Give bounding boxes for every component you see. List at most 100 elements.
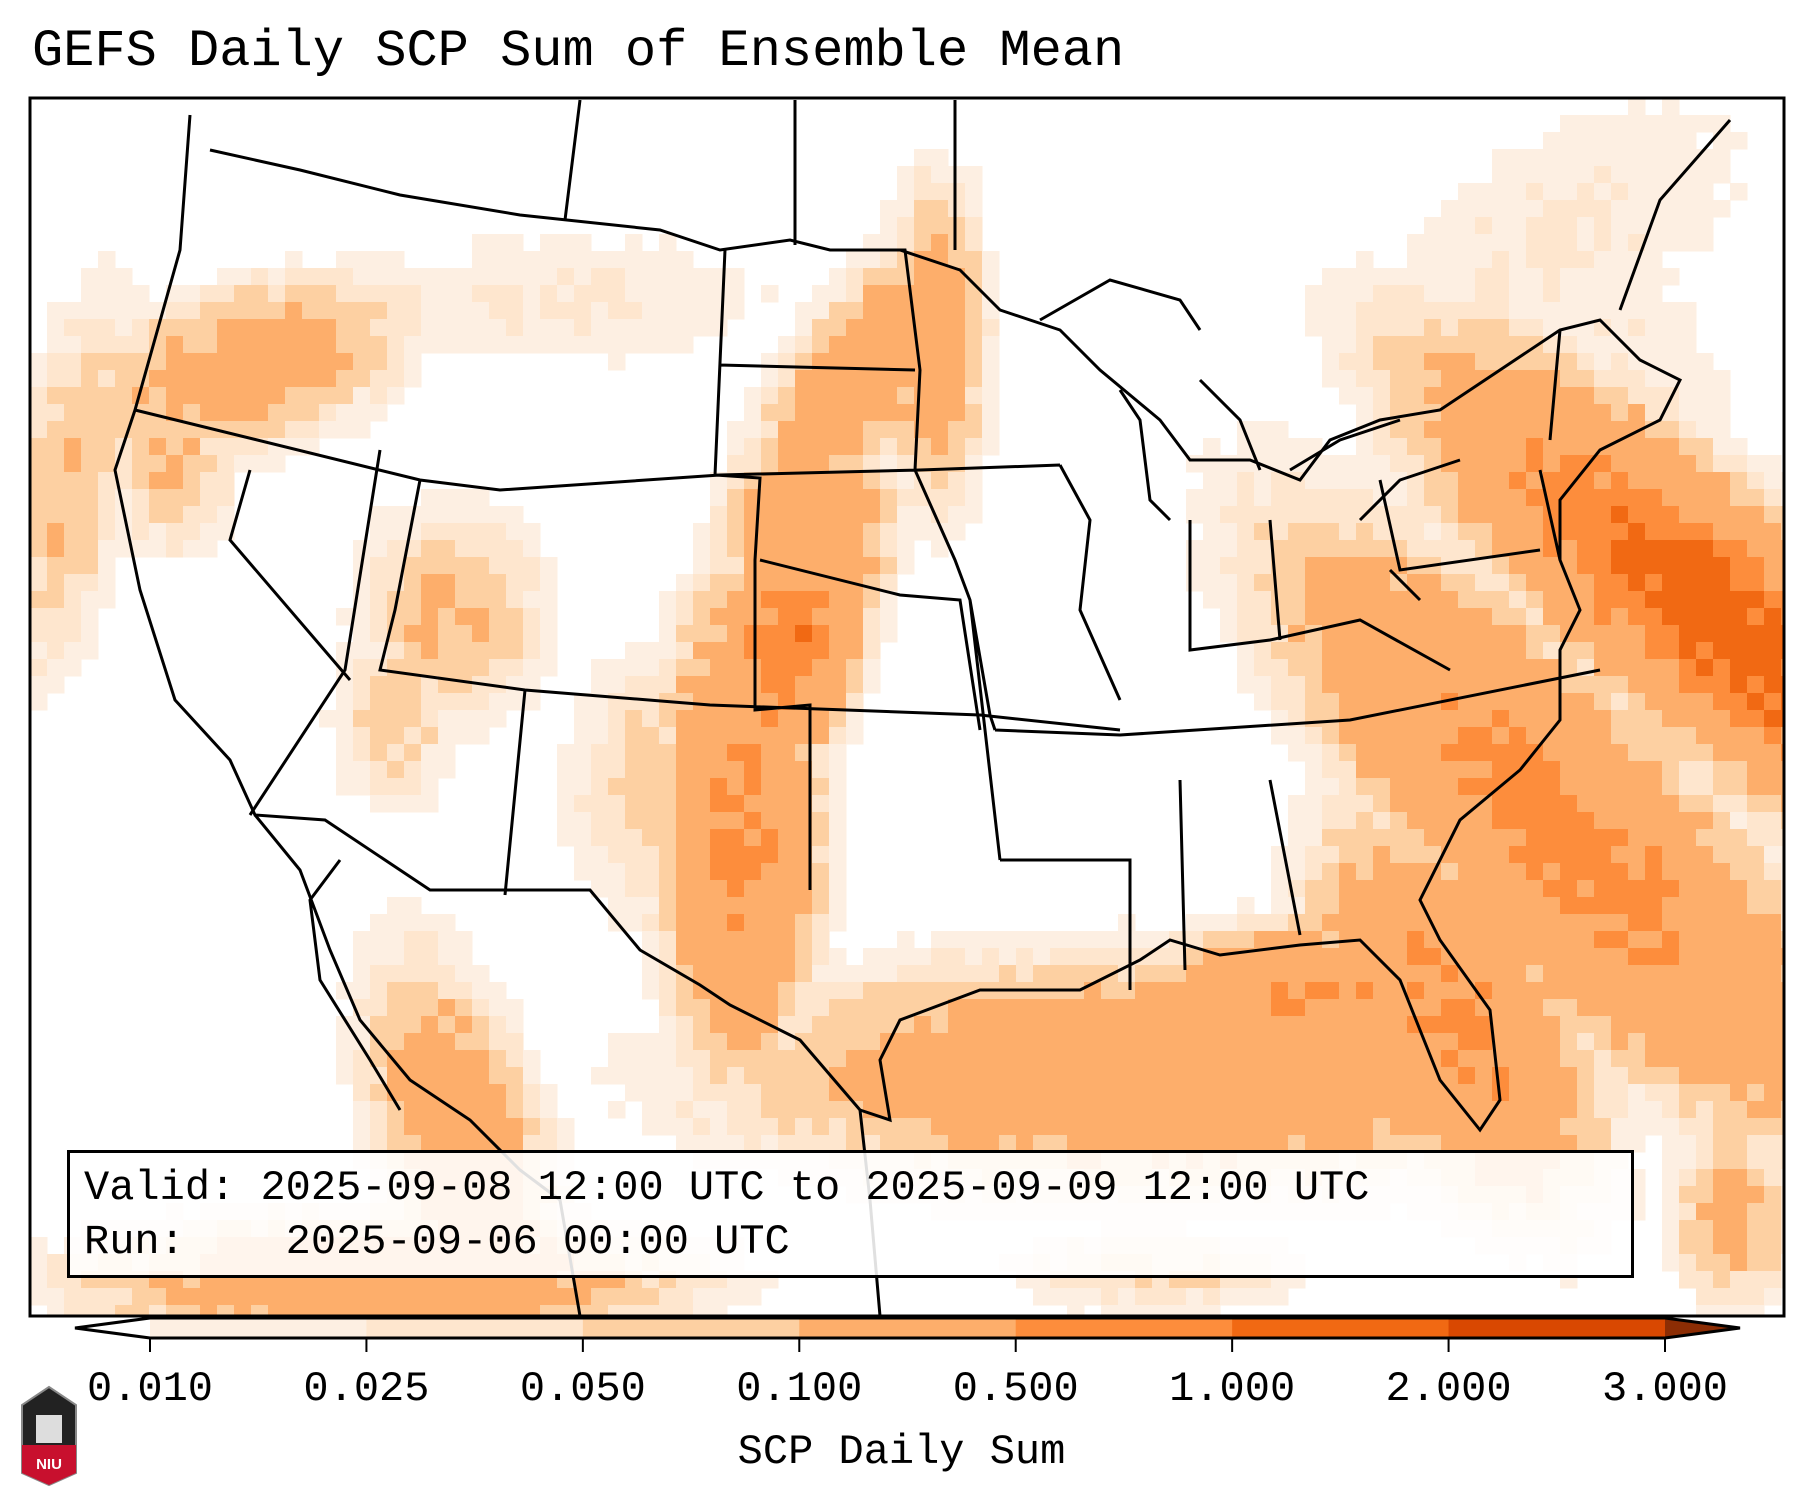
field-cell	[795, 795, 813, 813]
field-cell	[1050, 948, 1068, 966]
field-cell	[1305, 761, 1323, 779]
field-cell	[710, 999, 728, 1017]
field-cell	[98, 540, 116, 558]
field-cell	[1016, 1101, 1034, 1119]
field-cell	[319, 710, 337, 728]
field-cell	[404, 557, 422, 575]
field-cell	[608, 863, 626, 881]
field-cell	[557, 1305, 575, 1316]
field-cell	[1611, 523, 1629, 541]
field-cell	[1084, 1135, 1102, 1153]
field-cell	[1645, 999, 1663, 1017]
field-cell	[506, 625, 524, 643]
field-cell	[1662, 795, 1680, 813]
field-cell	[1135, 931, 1153, 949]
run-line: Run: 2025-09-06 00:00 UTC	[84, 1215, 1617, 1269]
field-cell	[438, 608, 456, 626]
field-cell	[1611, 710, 1629, 728]
field-cell	[761, 948, 779, 966]
field-cell	[455, 948, 473, 966]
field-cell	[1730, 778, 1748, 796]
field-cell	[625, 778, 643, 796]
field-cell	[472, 1118, 490, 1136]
field-cell	[285, 353, 303, 371]
field-cell	[1577, 1016, 1595, 1034]
field-cell	[1475, 183, 1493, 201]
field-cell	[1611, 115, 1629, 133]
field-cell	[608, 676, 626, 694]
field-cell	[1611, 965, 1629, 983]
field-cell	[1696, 1220, 1714, 1238]
field-cell	[1322, 591, 1340, 609]
field-cell	[795, 1135, 813, 1153]
field-cell	[676, 829, 694, 847]
field-cell	[1407, 1135, 1425, 1153]
field-cell	[1407, 829, 1425, 847]
field-cell	[1390, 506, 1408, 524]
field-cell	[64, 642, 82, 660]
field-cell	[1271, 1135, 1289, 1153]
field-cell	[1271, 438, 1289, 456]
field-cell	[1033, 1118, 1051, 1136]
field-cell	[761, 676, 779, 694]
field-cell	[727, 557, 745, 575]
field-cell	[166, 472, 184, 490]
field-cell	[1288, 540, 1306, 558]
field-cell	[1424, 421, 1442, 439]
field-cell	[1203, 982, 1221, 1000]
field-cell	[693, 982, 711, 1000]
field-cell	[676, 642, 694, 660]
field-cell	[778, 523, 796, 541]
field-cell	[676, 1135, 694, 1153]
field-cell	[1696, 1084, 1714, 1102]
field-cell	[1407, 1101, 1425, 1119]
field-cell	[1679, 574, 1697, 592]
field-cell	[1441, 1033, 1459, 1051]
field-cell	[625, 1067, 643, 1085]
field-cell	[625, 710, 643, 728]
field-cell	[540, 608, 558, 626]
field-cell	[1764, 931, 1782, 949]
field-cell	[523, 319, 541, 337]
field-cell	[1220, 506, 1238, 524]
field-cell	[931, 166, 949, 184]
field-cell	[1288, 846, 1306, 864]
field-cell	[1662, 472, 1680, 490]
field-cell	[795, 931, 813, 949]
field-cell	[1475, 557, 1493, 575]
field-cell	[608, 1067, 626, 1085]
field-cell	[30, 523, 48, 541]
field-cell	[1747, 1254, 1765, 1272]
field-cell	[1356, 812, 1374, 830]
field-cell	[999, 1135, 1017, 1153]
field-cell	[404, 914, 422, 932]
field-cell	[761, 982, 779, 1000]
field-cell	[1662, 1050, 1680, 1068]
field-cell	[812, 727, 830, 745]
field-cell	[387, 557, 405, 575]
field-cell	[421, 744, 439, 762]
field-cell	[829, 1135, 847, 1153]
field-cell	[1373, 1135, 1391, 1153]
field-cell	[1441, 353, 1459, 371]
field-cell	[387, 506, 405, 524]
field-cell	[506, 608, 524, 626]
field-cell	[1373, 608, 1391, 626]
field-cell	[387, 1101, 405, 1119]
field-cell	[455, 574, 473, 592]
field-cell	[1390, 455, 1408, 473]
field-cell	[234, 438, 252, 456]
field-cell	[1220, 1101, 1238, 1119]
field-cell	[1577, 829, 1595, 847]
field-cell	[472, 285, 490, 303]
field-cell	[1254, 693, 1272, 711]
field-cell	[1730, 744, 1748, 762]
field-cell	[795, 880, 813, 898]
field-cell	[98, 472, 116, 490]
field-cell	[1288, 999, 1306, 1017]
field-cell	[1713, 795, 1731, 813]
field-cell	[863, 1033, 881, 1051]
field-cell	[285, 268, 303, 286]
field-cell	[1747, 472, 1765, 490]
field-cell	[1679, 829, 1697, 847]
